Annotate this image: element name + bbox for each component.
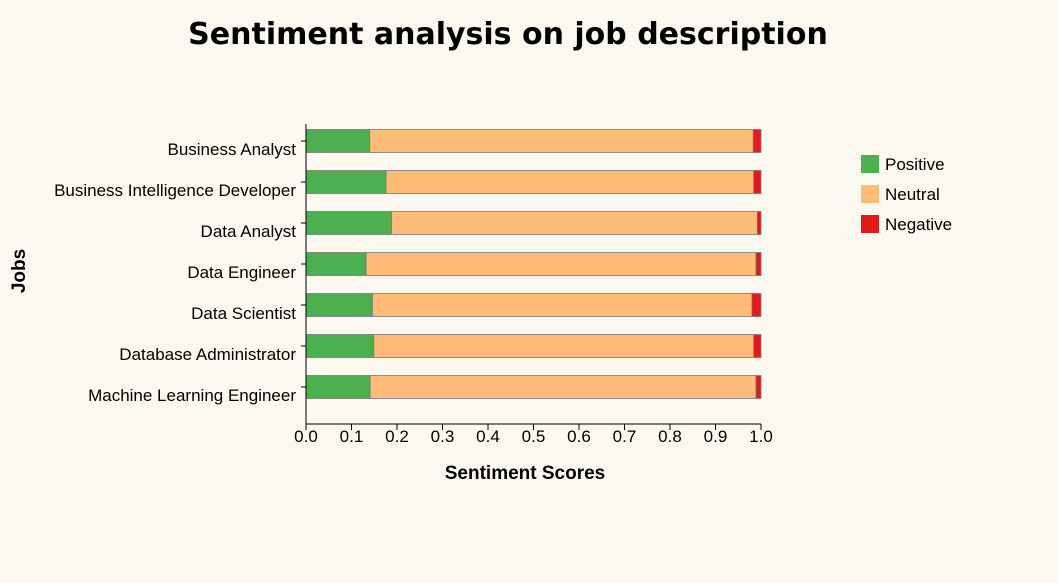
bar-negative-1 — [753, 170, 762, 194]
chart-title: Sentiment analysis on job description — [188, 17, 828, 52]
legend-swatch-neutral — [861, 185, 879, 203]
bar-negative-2 — [756, 211, 762, 235]
legend-label-neutral: Neutral — [885, 185, 940, 204]
x-axis-title: Sentiment Scores — [445, 463, 606, 484]
x-tick-label: 0.6 — [567, 427, 591, 446]
legend-swatch-negative — [861, 215, 879, 233]
legend-swatch-positive — [861, 155, 879, 173]
bar-neutral-4 — [372, 293, 753, 317]
legend-label-positive: Positive — [885, 155, 945, 174]
plot-area: Business Analyst Business Intelligence De… — [54, 124, 773, 446]
bar-negative-5 — [753, 334, 762, 358]
bar-neutral-6 — [369, 375, 757, 399]
x-tick-label: 0.3 — [431, 427, 455, 446]
legend-label-negative: Negative — [885, 215, 952, 234]
x-tick-label: 0.9 — [704, 427, 728, 446]
x-tick-label: 1.0 — [749, 427, 773, 446]
x-tick-label: 0.1 — [340, 427, 364, 446]
bar-positive-1 — [305, 170, 387, 194]
category-label: Machine Learning Engineer — [88, 386, 296, 405]
bar-positive-2 — [305, 211, 392, 235]
bar-positive-3 — [305, 252, 367, 276]
x-tick-label: 0.7 — [613, 427, 637, 446]
bar-neutral-0 — [369, 129, 754, 153]
x-tick-label: 0.5 — [522, 427, 546, 446]
x-tick-label: 0.8 — [658, 427, 682, 446]
bar-neutral-2 — [391, 211, 758, 235]
bar-negative-6 — [755, 375, 762, 399]
bar-neutral-5 — [373, 334, 755, 358]
bar-positive-6 — [305, 375, 371, 399]
legend: Positive Neutral Negative — [861, 155, 952, 234]
bar-neutral-3 — [365, 252, 757, 276]
y-axis-title: Jobs — [9, 249, 30, 293]
x-tick-label: 0.4 — [476, 427, 500, 446]
category-label: Database Administrator — [119, 345, 296, 364]
category-label: Data Engineer — [187, 263, 296, 282]
bar-neutral-1 — [385, 170, 755, 194]
bar-negative-0 — [752, 129, 762, 153]
category-label: Business Intelligence Developer — [54, 181, 296, 200]
category-label: Data Analyst — [201, 222, 297, 241]
bar-negative-3 — [755, 252, 762, 276]
bar-positive-5 — [305, 334, 375, 358]
category-label: Data Scientist — [191, 304, 296, 323]
bar-positive-4 — [305, 293, 373, 317]
x-tick-label: 0.0 — [294, 427, 318, 446]
category-label: Business Analyst — [167, 140, 296, 159]
bar-negative-4 — [751, 293, 762, 317]
x-tick-label: 0.2 — [385, 427, 409, 446]
bar-positive-0 — [305, 129, 371, 153]
